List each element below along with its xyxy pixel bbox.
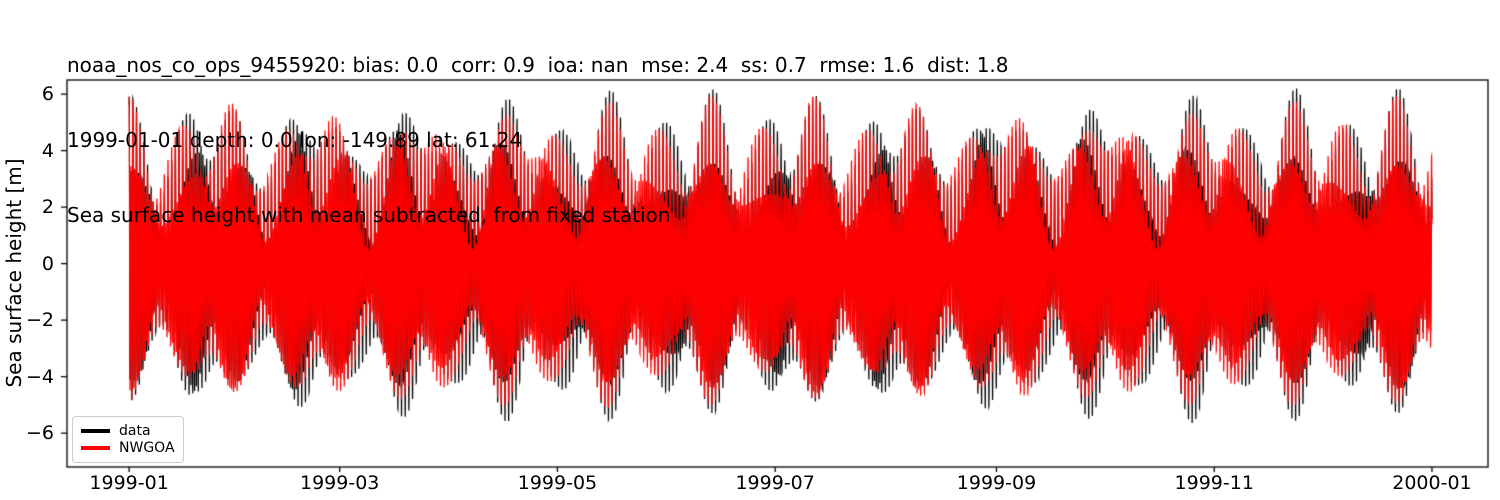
legend-line-sample-data — [81, 429, 110, 433]
y-tick-label: −2 — [25, 309, 54, 332]
legend-label-data: data — [119, 423, 151, 439]
x-tick-label: 1999-11 — [1174, 472, 1254, 494]
legend-item-data: data — [81, 423, 175, 439]
x-tick-label: 1999-07 — [735, 472, 815, 494]
title-block: noaa_nos_co_ops_9455920: bias: 0.0 corr:… — [67, 3, 1009, 278]
legend-label-nwgoa: NWGOA — [119, 440, 175, 456]
title-line-location: 1999-01-01 depth: 0.0 lon: -149.89 lat: … — [67, 128, 523, 152]
y-tick-label: −4 — [25, 365, 54, 388]
title-line-subtitle: Sea surface height with mean subtracted,… — [67, 203, 671, 227]
legend-item-nwgoa: NWGOA — [81, 440, 175, 456]
title-line-stats: noaa_nos_co_ops_9455920: bias: 0.0 corr:… — [67, 53, 1009, 77]
legend-line-sample-nwgoa — [81, 446, 110, 450]
y-tick-label: 4 — [41, 139, 54, 162]
x-tick-label: 1999-03 — [300, 472, 380, 494]
y-tick-label: 2 — [41, 196, 54, 219]
y-tick-label: 0 — [41, 252, 54, 275]
x-tick-label: 1999-05 — [517, 472, 598, 494]
y-tick-label: 6 — [41, 83, 54, 106]
legend: data NWGOA — [72, 416, 184, 463]
x-tick-label: 1999-09 — [956, 472, 1037, 494]
x-tick-label: 1999-01 — [89, 472, 169, 494]
x-tick-label: 2000-01 — [1392, 472, 1472, 494]
y-tick-label: −6 — [25, 422, 54, 445]
